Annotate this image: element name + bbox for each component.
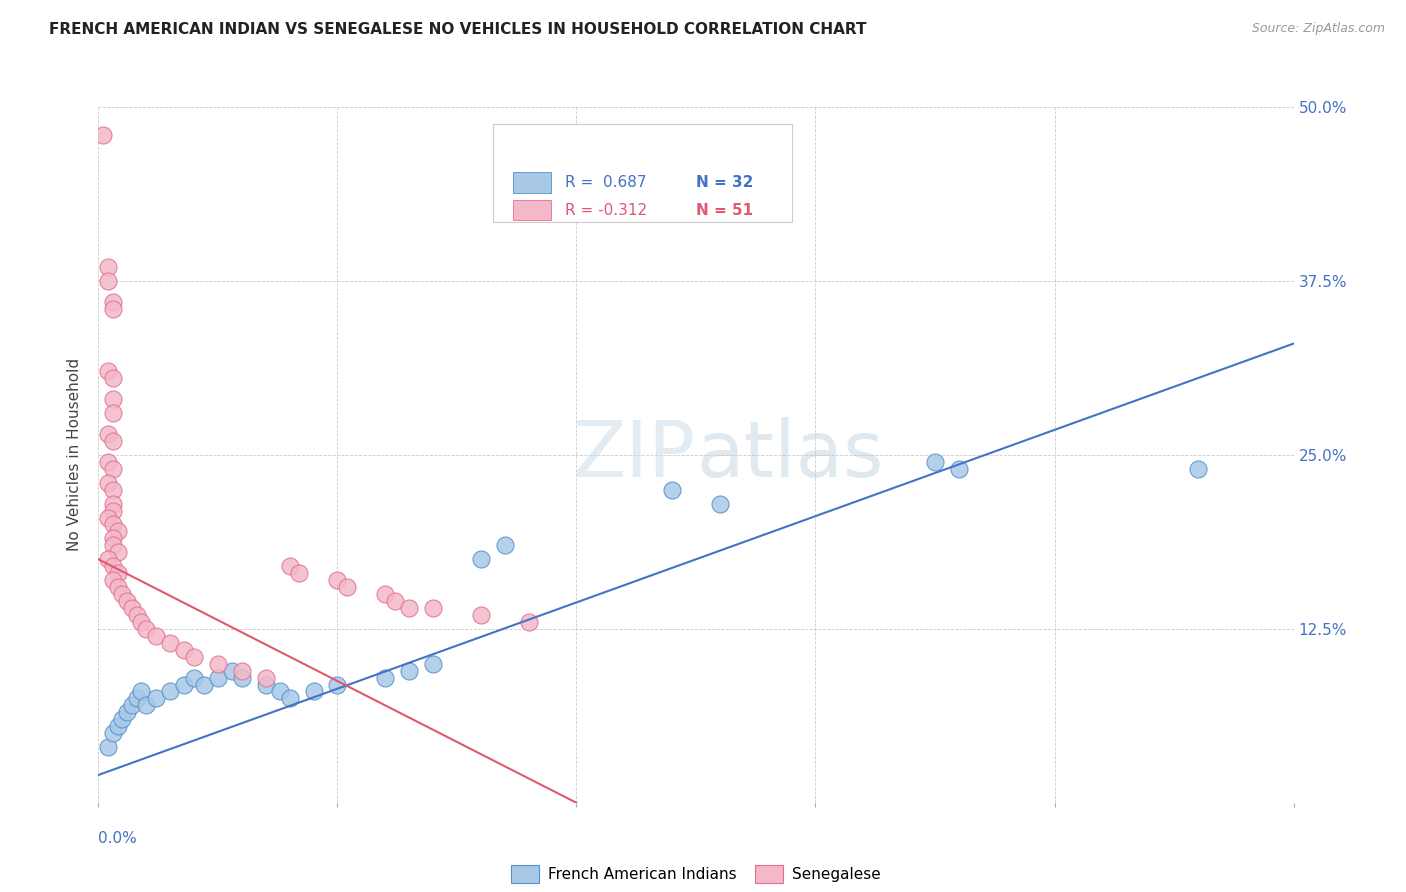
Point <box>398 664 420 678</box>
Point <box>101 462 124 476</box>
Point <box>115 706 138 720</box>
Text: N = 51: N = 51 <box>696 202 754 218</box>
Point <box>517 615 540 629</box>
Point <box>207 671 229 685</box>
Point <box>97 475 120 490</box>
Point <box>948 462 970 476</box>
Point <box>97 510 120 524</box>
Point <box>101 301 124 316</box>
Point <box>97 552 120 566</box>
Point <box>111 587 134 601</box>
Point <box>101 483 124 497</box>
Point <box>173 642 195 657</box>
Point <box>269 684 291 698</box>
Text: 0.0%: 0.0% <box>98 830 138 846</box>
Point <box>97 740 120 755</box>
Point <box>288 566 311 581</box>
Point <box>254 671 277 685</box>
Point <box>101 406 124 420</box>
Point <box>924 455 946 469</box>
Point <box>101 392 124 407</box>
Text: R =  0.687: R = 0.687 <box>565 175 645 190</box>
Point <box>470 552 492 566</box>
Point <box>111 712 134 726</box>
Point <box>101 434 124 448</box>
Text: R = -0.312: R = -0.312 <box>565 202 647 218</box>
Point <box>107 566 129 581</box>
Point <box>125 691 148 706</box>
Text: Source: ZipAtlas.com: Source: ZipAtlas.com <box>1251 22 1385 36</box>
Point <box>115 594 138 608</box>
FancyBboxPatch shape <box>513 200 551 220</box>
Point <box>254 677 277 691</box>
Point <box>121 601 143 615</box>
Legend: French American Indians, Senegalese: French American Indians, Senegalese <box>505 859 887 889</box>
Point <box>101 371 124 385</box>
Point <box>121 698 143 713</box>
Point <box>1187 462 1209 476</box>
Point <box>145 629 167 643</box>
Point <box>101 726 124 740</box>
FancyBboxPatch shape <box>513 172 551 193</box>
Point <box>131 615 153 629</box>
Point <box>336 580 359 594</box>
Point <box>101 538 124 552</box>
Y-axis label: No Vehicles in Household: No Vehicles in Household <box>67 359 83 551</box>
Point <box>709 497 731 511</box>
Point <box>278 559 301 574</box>
Point <box>173 677 195 691</box>
Point <box>207 657 229 671</box>
Point <box>193 677 215 691</box>
Point <box>278 691 301 706</box>
Point <box>374 671 396 685</box>
Text: atlas: atlas <box>696 417 883 493</box>
Point <box>101 559 124 574</box>
Point <box>422 601 444 615</box>
Point <box>326 573 349 587</box>
Point <box>107 545 129 559</box>
Point <box>91 128 114 142</box>
Point <box>231 671 253 685</box>
Point <box>494 538 516 552</box>
Point <box>97 260 120 274</box>
Point <box>422 657 444 671</box>
Point <box>135 698 157 713</box>
Point <box>231 664 253 678</box>
Text: N = 32: N = 32 <box>696 175 754 190</box>
Point <box>101 294 124 309</box>
Text: ZIP: ZIP <box>574 417 696 493</box>
FancyBboxPatch shape <box>494 124 792 222</box>
Point <box>107 580 129 594</box>
Point <box>661 483 683 497</box>
Point <box>302 684 325 698</box>
Point <box>97 455 120 469</box>
Point <box>470 607 492 622</box>
Text: FRENCH AMERICAN INDIAN VS SENEGALESE NO VEHICLES IN HOUSEHOLD CORRELATION CHART: FRENCH AMERICAN INDIAN VS SENEGALESE NO … <box>49 22 866 37</box>
Point <box>125 607 148 622</box>
Point <box>101 573 124 587</box>
Point <box>97 364 120 378</box>
Point <box>101 503 124 517</box>
Point <box>159 684 181 698</box>
Point <box>101 532 124 546</box>
Point <box>326 677 349 691</box>
Point <box>101 497 124 511</box>
Point <box>384 594 406 608</box>
Point <box>159 636 181 650</box>
Point <box>97 274 120 288</box>
Point <box>145 691 167 706</box>
Point <box>107 524 129 539</box>
Point <box>221 664 243 678</box>
Point <box>183 649 205 664</box>
Point <box>183 671 205 685</box>
Point <box>135 622 157 636</box>
Point <box>101 517 124 532</box>
Point <box>107 719 129 733</box>
Point <box>398 601 420 615</box>
Point <box>97 427 120 442</box>
Point <box>131 684 153 698</box>
Point <box>374 587 396 601</box>
